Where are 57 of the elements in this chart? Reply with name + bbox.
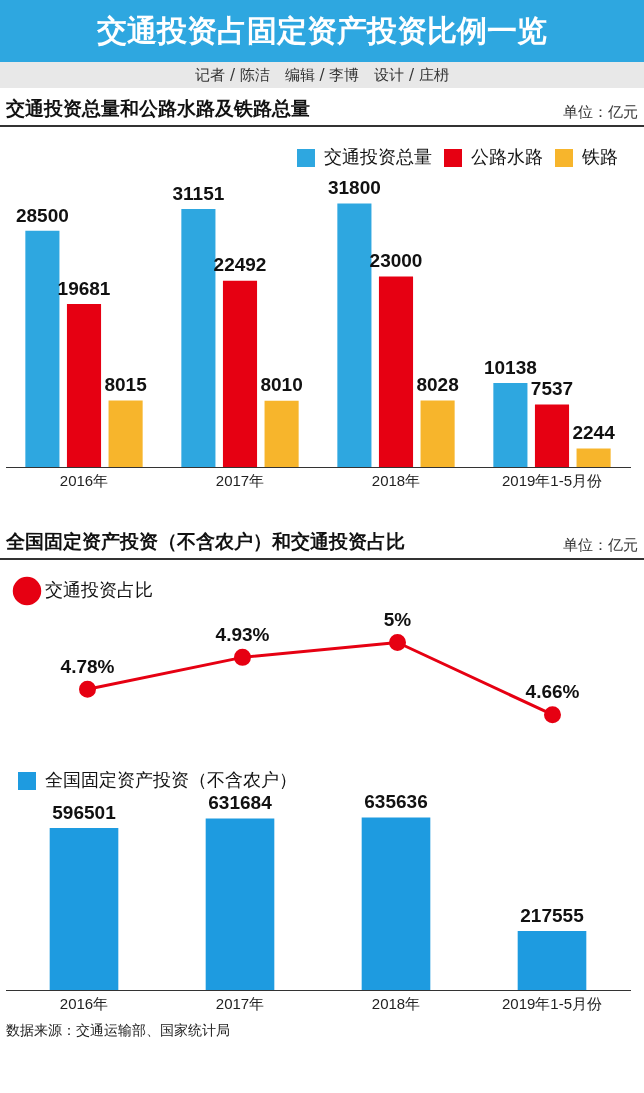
data-label: 631684 xyxy=(208,792,273,814)
bar xyxy=(205,818,275,990)
bar xyxy=(181,208,216,467)
x-tick-label: 2017年 xyxy=(215,472,265,490)
bar xyxy=(517,930,587,990)
point xyxy=(79,680,96,698)
chart-title: 交通投资占固定资产投资比例一览 xyxy=(0,0,644,62)
bar xyxy=(420,400,455,467)
legend-label: 全国固定资产投资（不含农户） xyxy=(45,769,297,790)
bar xyxy=(337,203,372,467)
x-tick-label: 2016年 xyxy=(59,995,109,1013)
data-label: 31800 xyxy=(327,177,381,199)
x-tick-label: 2016年 xyxy=(59,472,109,490)
data-label: 31151 xyxy=(172,182,225,204)
legend-label: 交通投资总量 xyxy=(324,146,432,167)
legend-label: 公路水路 xyxy=(471,146,543,167)
data-label: 8010 xyxy=(260,374,303,396)
point xyxy=(544,706,561,724)
bar xyxy=(264,400,299,467)
bar xyxy=(49,828,119,990)
x-tick-label: 2019年1-5月份 xyxy=(501,472,603,490)
bar xyxy=(534,404,570,467)
bar xyxy=(378,276,414,467)
chart-subtitle: 交通投资总量和公路水路及铁路总量 xyxy=(6,96,310,121)
bar xyxy=(576,448,611,467)
data-label: 4.78% xyxy=(60,655,115,677)
data-label: 8015 xyxy=(104,374,148,396)
x-tick-label: 2018年 xyxy=(371,472,421,490)
legend-label: 铁路 xyxy=(581,146,618,167)
x-tick-label: 2017年 xyxy=(215,995,265,1013)
data-label: 596501 xyxy=(52,801,117,823)
source-note: 数据来源：交通运输部、国家统计局 xyxy=(5,1021,231,1040)
point xyxy=(234,648,251,666)
data-label: 28500 xyxy=(15,204,69,226)
legend-label: 交通投资占比 xyxy=(45,579,153,600)
text: 单位：亿元 xyxy=(563,103,638,122)
data-label: 4.93% xyxy=(215,624,270,646)
data-label: 4.66% xyxy=(525,681,580,703)
text: 记者 / 陈洁 编辑 / 李博 设计 / 庄枬 xyxy=(0,62,644,88)
point xyxy=(389,634,406,651)
bar xyxy=(493,383,528,467)
bar xyxy=(108,400,143,467)
x-tick-label: 2019年1-5月份 xyxy=(501,995,603,1013)
data-label: 8028 xyxy=(416,374,459,396)
data-label: 2244 xyxy=(572,422,616,444)
data-label: 217555 xyxy=(520,904,585,926)
data-label: 635636 xyxy=(364,791,428,813)
chart-title: 全国固定资产投资（不含农户）和交通投资占比 xyxy=(6,529,405,554)
data-label: 7537 xyxy=(530,378,574,400)
x-tick-label: 2018年 xyxy=(371,995,421,1013)
data-label: 10138 xyxy=(483,356,537,378)
text: 单位：亿元 xyxy=(563,536,638,555)
bar xyxy=(66,303,102,467)
bar xyxy=(222,280,258,467)
data-label: 5% xyxy=(383,609,412,631)
bar xyxy=(25,230,60,467)
bar xyxy=(361,817,431,990)
